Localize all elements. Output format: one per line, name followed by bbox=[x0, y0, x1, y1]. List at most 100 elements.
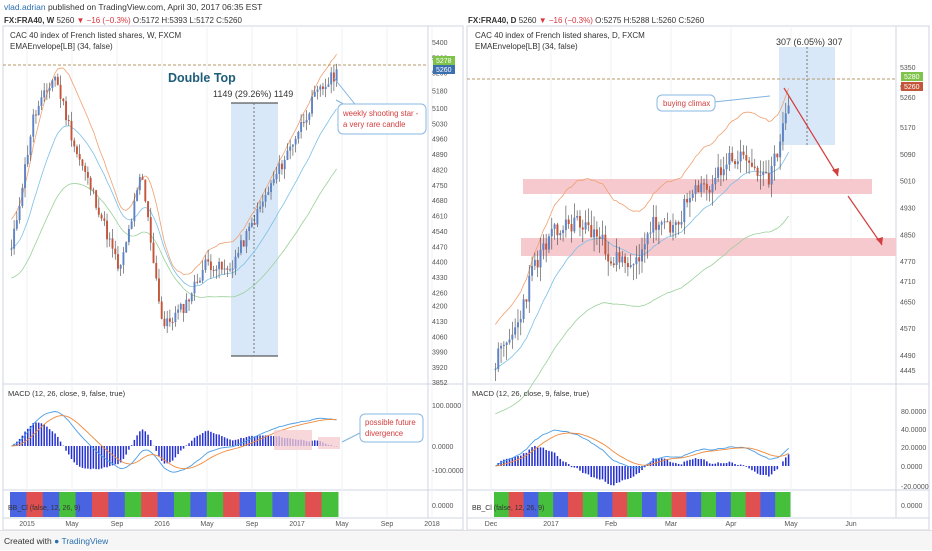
candle-body bbox=[672, 224, 674, 233]
price-axis-tick: 4710 bbox=[900, 279, 916, 286]
candle-body bbox=[92, 189, 95, 191]
strip-segment bbox=[494, 492, 510, 517]
price-axis-tick: 5260 bbox=[900, 95, 916, 102]
strip-segment bbox=[597, 492, 613, 517]
left-symbol[interactable]: FX:FRA40, W bbox=[4, 16, 55, 25]
left-price: 5260 bbox=[56, 16, 75, 25]
candle-body bbox=[10, 248, 13, 250]
divergence-callout[interactable] bbox=[359, 413, 424, 443]
candle-body bbox=[84, 165, 87, 172]
left-measure-box bbox=[231, 103, 278, 356]
candle-body bbox=[215, 269, 218, 271]
candle-body bbox=[155, 262, 158, 279]
candle-body bbox=[223, 268, 226, 270]
candle-body bbox=[759, 175, 762, 177]
right-open: O:5275 bbox=[595, 16, 622, 25]
strip-segment bbox=[174, 492, 191, 517]
candle-body bbox=[103, 218, 106, 221]
candle-body bbox=[550, 228, 553, 237]
price-axis-tick: 4130 bbox=[432, 319, 448, 326]
time-axis-tick: 2015 bbox=[19, 521, 35, 528]
price-axis-tick: 4570 bbox=[900, 326, 916, 333]
candle-body bbox=[248, 226, 251, 232]
right-chart[interactable]: 5350529052605170509050104930485047704710… bbox=[466, 25, 930, 531]
candle-body bbox=[655, 216, 658, 230]
strip-segment bbox=[656, 492, 673, 517]
candle-body bbox=[500, 346, 503, 349]
candle-body bbox=[734, 161, 737, 165]
candle-body bbox=[542, 243, 545, 250]
right-down-arrow-1 bbox=[783, 87, 839, 177]
candle-body bbox=[624, 256, 627, 264]
price-axis-tick: 4490 bbox=[900, 353, 916, 360]
ema-envelope-line bbox=[11, 53, 337, 276]
candle-body bbox=[40, 97, 43, 106]
price-axis-tick: 3852 bbox=[432, 380, 448, 387]
candle-body bbox=[700, 183, 703, 193]
strip-segment bbox=[223, 492, 241, 517]
price-axis-tick: 4890 bbox=[432, 152, 448, 159]
candle-body bbox=[81, 159, 84, 166]
right-symbol-header: FX:FRA40, D 5260 ▼ −16 (−0.3%) O:5275 H:… bbox=[468, 16, 704, 25]
candle-body bbox=[319, 86, 322, 90]
candle-body bbox=[125, 242, 128, 253]
left-close: C:5260 bbox=[216, 16, 242, 25]
time-axis-tick: Jun bbox=[845, 521, 856, 528]
left-measure-label: 1149 (29.26%) 1149 bbox=[213, 89, 293, 99]
strip-segment bbox=[686, 492, 702, 517]
tradingview-brand-link[interactable]: TradingView bbox=[61, 536, 109, 546]
left-price-tag-green bbox=[433, 56, 455, 65]
strip-segment bbox=[26, 492, 44, 517]
candle-body bbox=[748, 160, 751, 163]
author-link[interactable]: vlad.adrian bbox=[4, 2, 46, 12]
candle-body bbox=[519, 319, 522, 323]
price-axis-tick: 4200 bbox=[432, 304, 448, 311]
candle-body bbox=[305, 119, 308, 123]
time-axis-tick: May bbox=[335, 521, 349, 528]
ema-envelope-line bbox=[11, 168, 337, 298]
candle-body bbox=[147, 201, 149, 218]
strip-segment bbox=[671, 492, 687, 517]
candle-body bbox=[618, 252, 621, 263]
strip-segment bbox=[627, 492, 643, 517]
shooting-star-callout[interactable] bbox=[337, 103, 427, 135]
candle-body bbox=[291, 144, 294, 147]
candle-body bbox=[177, 309, 180, 313]
candle-body bbox=[787, 105, 790, 114]
price-axis-tick: 5030 bbox=[432, 121, 448, 128]
candle-body bbox=[48, 87, 51, 91]
right-macd-tick-1: 40.0000 bbox=[901, 427, 926, 434]
candle-body bbox=[719, 167, 722, 176]
right-symbol[interactable]: FX:FRA40, D bbox=[468, 16, 517, 25]
candle-body bbox=[677, 222, 680, 225]
left-chart[interactable]: 5400533052605180510050304960489048204750… bbox=[2, 25, 464, 531]
candle-body bbox=[324, 86, 327, 90]
left-symbol-header: FX:FRA40, W 5260 ▼ −16 (−0.3%) O:5172 H:… bbox=[4, 16, 242, 25]
right-down-arrow-2 bbox=[847, 195, 883, 246]
candle-body bbox=[18, 206, 21, 221]
right-indicator-label: EMAEnvelope[LB] (34, false) bbox=[475, 42, 578, 51]
candle-body bbox=[188, 299, 190, 302]
left-divergence-zone-1 bbox=[274, 430, 312, 450]
candle-body bbox=[525, 299, 528, 302]
candle-body bbox=[663, 221, 666, 223]
strip-segment bbox=[190, 492, 208, 517]
candle-body bbox=[245, 231, 248, 247]
candle-body bbox=[601, 234, 604, 239]
candle-body bbox=[694, 185, 697, 194]
buying-climax-callout[interactable] bbox=[656, 94, 716, 112]
candle-body bbox=[86, 171, 89, 178]
price-axis-tick: 5170 bbox=[900, 125, 916, 132]
candle-body bbox=[114, 248, 117, 255]
price-axis-tick: 4060 bbox=[432, 334, 448, 341]
candle-body bbox=[531, 265, 534, 276]
candle-body bbox=[584, 222, 587, 230]
candle-body bbox=[595, 229, 598, 237]
right-high: H:5288 bbox=[623, 16, 650, 25]
candle-body bbox=[32, 114, 35, 137]
strip-segment bbox=[239, 492, 257, 517]
candle-body bbox=[35, 114, 37, 116]
ema-envelope-line bbox=[495, 215, 789, 415]
candle-body bbox=[508, 339, 511, 343]
